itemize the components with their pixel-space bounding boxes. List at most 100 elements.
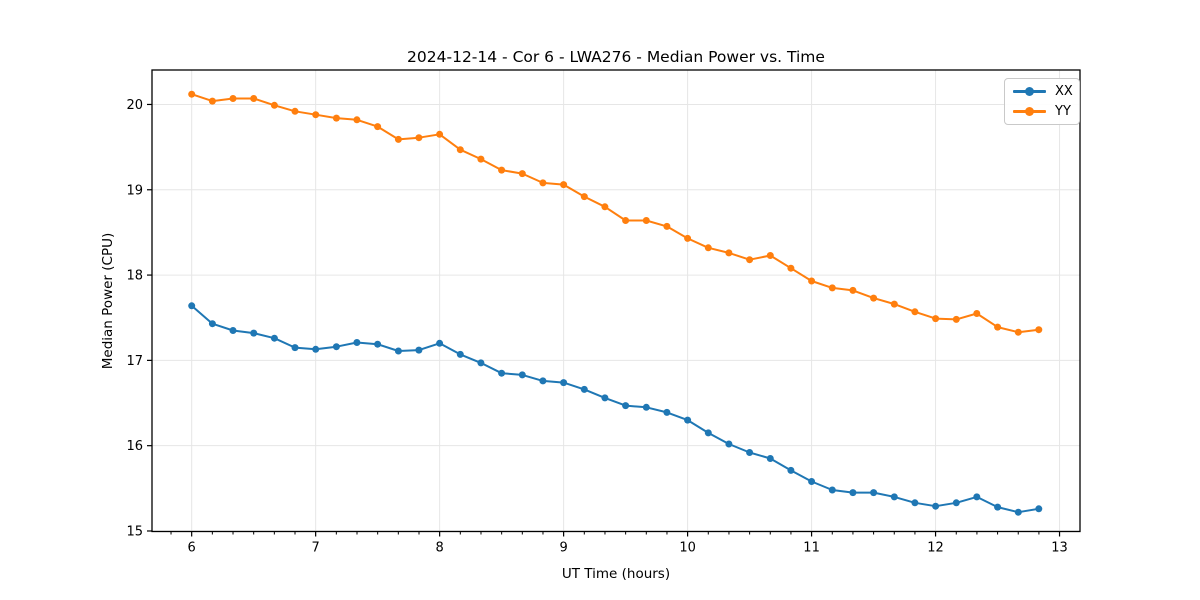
data-point: [890, 300, 898, 308]
data-point: [828, 284, 836, 292]
legend-item-yy: YY: [1013, 102, 1075, 121]
xx-series-swatch: [1013, 85, 1046, 99]
data-point: [394, 347, 402, 355]
gridlines: [152, 70, 1080, 532]
data-point: [766, 252, 774, 259]
data-point: [250, 95, 258, 102]
data-point: [952, 499, 960, 507]
data-point: [229, 95, 237, 102]
data-point: [539, 179, 547, 187]
x-axis-label: UT Time (hours): [561, 566, 671, 582]
x-tick-label: 7: [312, 541, 320, 556]
data-point: [270, 334, 278, 342]
data-point: [415, 134, 423, 142]
data-point: [787, 466, 795, 474]
data-point: [684, 416, 692, 424]
data-point: [663, 408, 671, 416]
data-point: [477, 359, 485, 367]
x-tick-label: 6: [188, 541, 196, 556]
data-point: [601, 203, 609, 211]
data-point: [580, 193, 588, 201]
data-point: [498, 369, 506, 377]
data-point: [332, 114, 340, 122]
data-point: [1014, 508, 1022, 516]
data-point: [704, 244, 712, 252]
data-point: [208, 97, 216, 105]
data-point: [188, 90, 196, 98]
legend-item-xx: XX: [1013, 82, 1075, 101]
legend-label-xx: XX: [1055, 84, 1073, 99]
data-point: [312, 345, 320, 353]
data-point: [870, 489, 878, 497]
data-point: [477, 155, 485, 163]
data-point: [208, 320, 216, 328]
data-point: [498, 166, 506, 174]
y-tick-label: 20: [126, 98, 143, 113]
series-xx: [188, 302, 1043, 516]
data-point: [725, 440, 733, 448]
data-point: [973, 310, 981, 317]
data-point: [229, 327, 237, 334]
legend-label-yy: YY: [1055, 104, 1071, 119]
y-tick-label: 16: [126, 439, 143, 454]
x-tick-label: 11: [803, 541, 820, 556]
y-axis: 15 16 17 18 19 20: [126, 98, 152, 539]
data-point: [456, 146, 464, 154]
data-point: [808, 277, 816, 285]
x-tick-label: 10: [679, 541, 696, 556]
data-point: [994, 503, 1002, 511]
data-point: [539, 377, 547, 385]
data-point: [642, 403, 650, 411]
data-point: [250, 329, 258, 337]
data-point: [353, 339, 361, 346]
data-point: [518, 371, 526, 379]
series-yy-line: [190, 93, 1040, 334]
data-point: [374, 340, 382, 348]
data-point: [353, 116, 361, 124]
plot-border: [151, 69, 1081, 533]
data-point: [1035, 326, 1043, 334]
x-axis: 6 7 8 9 10 11 12 13: [188, 531, 1068, 556]
data-point: [994, 323, 1002, 331]
data-point: [622, 217, 630, 224]
y-tick-label: 17: [126, 354, 143, 369]
data-point: [560, 181, 568, 189]
data-point: [270, 101, 278, 109]
data-point: [725, 249, 733, 257]
data-point: [188, 302, 196, 310]
series-xx-line: [190, 304, 1040, 514]
data-point: [890, 493, 898, 501]
data-point: [394, 135, 402, 143]
data-point: [332, 343, 340, 351]
data-point: [746, 256, 754, 264]
data-point: [932, 502, 940, 510]
chart-title: 2024-12-14 - Cor 6 - LWA276 - Median Pow…: [407, 48, 825, 66]
data-point: [456, 350, 464, 358]
x-tick-label: 12: [927, 541, 944, 556]
data-point: [911, 308, 919, 316]
data-point: [291, 344, 299, 352]
data-point: [291, 107, 299, 115]
data-point: [436, 130, 444, 138]
data-point: [684, 234, 692, 242]
data-point: [704, 429, 712, 437]
data-point: [932, 315, 940, 323]
data-point: [787, 264, 795, 272]
y-tick-label: 18: [126, 269, 143, 284]
legend: XX YY: [1004, 78, 1080, 125]
data-point: [436, 339, 444, 347]
yy-series-swatch: [1013, 105, 1046, 119]
data-point: [849, 286, 857, 294]
y-tick-label: 15: [126, 524, 143, 539]
data-point: [580, 385, 588, 393]
data-point: [622, 402, 630, 410]
data-point: [415, 346, 423, 354]
x-tick-label: 9: [559, 541, 567, 556]
y-axis-label: Median Power (CPU): [100, 232, 116, 370]
series-yy: [188, 90, 1043, 336]
data-point: [911, 499, 919, 507]
data-point: [870, 294, 878, 302]
x-tick-label: 8: [435, 541, 443, 556]
